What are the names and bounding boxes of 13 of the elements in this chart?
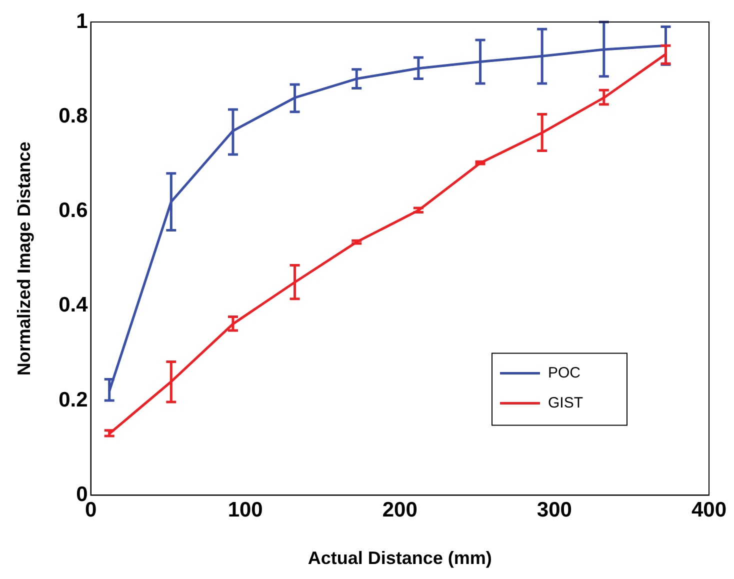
x-tick-label: 100 — [228, 498, 263, 522]
y-tick-label: 1 — [76, 10, 88, 33]
x-tick-label: 400 — [691, 498, 727, 522]
legend-label: GIST — [548, 394, 584, 412]
legend-label: POC — [548, 364, 581, 382]
y-tick-label: 0.2 — [58, 388, 88, 412]
y-axis-title: Normalized Image Distance — [14, 142, 34, 376]
y-tick-label: 0.6 — [58, 199, 88, 222]
x-tick-label: 300 — [536, 498, 572, 522]
y-tick-label: 0.4 — [58, 294, 88, 317]
x-tick-label: 200 — [382, 498, 418, 522]
y-tick-label: 0.8 — [58, 104, 88, 128]
x-axis-title: Actual Distance (mm) — [308, 548, 492, 568]
